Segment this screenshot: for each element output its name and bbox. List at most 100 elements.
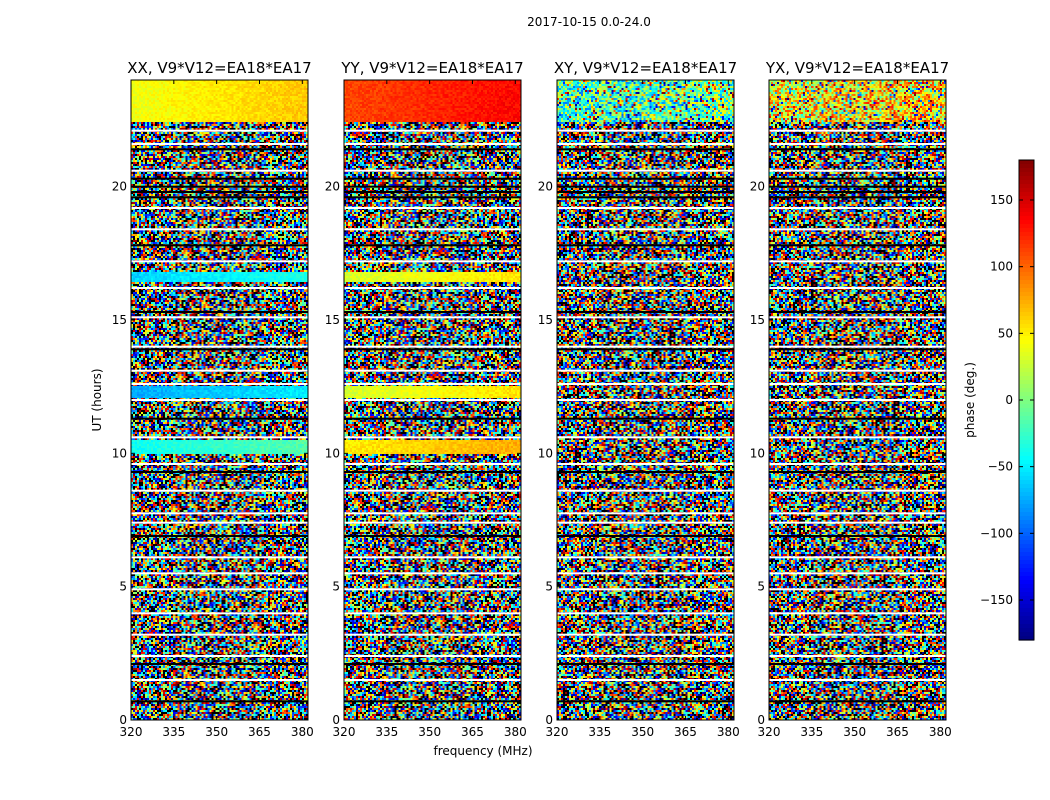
- colorbar-segment: [1019, 244, 1034, 249]
- flag-row: [769, 185, 946, 188]
- x-tick-label: 335: [800, 725, 823, 739]
- flag-row: [557, 148, 734, 151]
- data-gap: [344, 228, 521, 231]
- data-gap: [557, 169, 734, 172]
- flag-row: [131, 700, 308, 703]
- flag-row: [131, 196, 308, 199]
- data-gap: [557, 655, 734, 657]
- panel-3: XY, V9*V12=EA18*EA17 320 335 350 365 380 0 5 10 1…: [538, 59, 740, 739]
- colorbar-segment: [1019, 256, 1034, 261]
- colorbar-label: phase (deg.): [963, 362, 977, 438]
- data-gap: [131, 207, 308, 209]
- data-gap: [344, 633, 521, 636]
- data-gap: [769, 588, 946, 591]
- y-tick-label: 20: [750, 180, 765, 194]
- colorbar-segment: [1019, 196, 1034, 201]
- colorbar-segment: [1019, 432, 1034, 437]
- data-gap: [131, 463, 308, 465]
- data-gap: [344, 612, 521, 615]
- data-gap: [131, 588, 308, 591]
- colorbar-segment: [1019, 252, 1034, 257]
- flag-row: [557, 196, 734, 199]
- x-tick-label: 335: [375, 725, 398, 739]
- data-gap: [557, 316, 734, 319]
- colorbar-segment: [1019, 476, 1034, 481]
- data-gap: [131, 679, 308, 681]
- x-tick-label: 350: [631, 725, 654, 739]
- colorbar-segment: [1019, 168, 1034, 173]
- flag-row: [769, 348, 946, 351]
- data-gap: [557, 287, 734, 289]
- panel-frame: [130, 79, 309, 721]
- colorbar-segment: [1019, 440, 1034, 445]
- data-gap: [344, 512, 521, 515]
- colorbar-segment: [1019, 296, 1034, 301]
- colorbar-segment: [1019, 544, 1034, 549]
- flag-row: [344, 700, 521, 703]
- data-gap: [344, 287, 521, 289]
- x-tick-label: 350: [843, 725, 866, 739]
- y-tick-label: 10: [325, 446, 340, 460]
- colorbar-segment: [1019, 324, 1034, 329]
- y-tick-label: 0: [119, 713, 127, 727]
- colorbar-segment: [1019, 284, 1034, 289]
- colorbar-segment: [1019, 428, 1034, 433]
- colorbar-segment: [1019, 384, 1034, 389]
- colorbar-segment: [1019, 360, 1034, 365]
- data-gap: [557, 436, 734, 439]
- data-gap: [769, 655, 946, 657]
- colorbar-segment: [1019, 460, 1034, 465]
- colorbar-segment: [1019, 532, 1034, 537]
- y-tick-label: 10: [538, 446, 553, 460]
- colorbar-segment: [1019, 404, 1034, 409]
- data-gap: [557, 129, 734, 132]
- data-gap: [344, 369, 521, 372]
- flag-row: [344, 471, 521, 473]
- flag-row: [557, 191, 734, 193]
- flag-row: [557, 417, 734, 420]
- y-tick-label: 0: [332, 713, 340, 727]
- data-gap: [344, 521, 521, 524]
- data-gap: [344, 169, 521, 172]
- colorbar-segment: [1019, 204, 1034, 209]
- data-gap: [769, 679, 946, 681]
- data-gap: [131, 369, 308, 372]
- colorbar-segment: [1019, 508, 1034, 513]
- colorbar-segment: [1019, 420, 1034, 425]
- data-gap: [131, 436, 308, 439]
- colorbar-segment: [1019, 552, 1034, 557]
- data-gap: [769, 521, 946, 524]
- data-gap: [557, 633, 734, 636]
- data-gap: [769, 369, 946, 372]
- data-gap: [131, 399, 308, 401]
- flag-row: [769, 700, 946, 703]
- colorbar-segment: [1019, 572, 1034, 577]
- flag-row: [131, 663, 308, 665]
- data-gap: [769, 316, 946, 319]
- flag-row: [769, 663, 946, 665]
- data-gap: [769, 260, 946, 263]
- data-gap: [557, 572, 734, 575]
- flag-row: [131, 311, 308, 313]
- panel-frame: [343, 79, 522, 721]
- data-gap: [769, 383, 946, 385]
- colorbar-segment: [1019, 396, 1034, 401]
- data-gap: [131, 489, 308, 492]
- colorbar-segment: [1019, 208, 1034, 213]
- colorbar-segment: [1019, 392, 1034, 397]
- data-gap: [131, 655, 308, 657]
- colorbar-tick-label: 0: [1005, 393, 1013, 407]
- colorbar-segment: [1019, 292, 1034, 297]
- flag-row: [769, 417, 946, 420]
- colorbar-segment: [1019, 408, 1034, 413]
- colorbar-segment: [1019, 176, 1034, 181]
- colorbar-segment: [1019, 528, 1034, 533]
- flag-row: [557, 244, 734, 247]
- data-gap: [344, 399, 521, 401]
- flag-row: [769, 177, 946, 180]
- colorbar-segment: [1019, 184, 1034, 189]
- data-gap: [769, 207, 946, 209]
- colorbar-segment: [1019, 536, 1034, 541]
- flag-row: [557, 471, 734, 473]
